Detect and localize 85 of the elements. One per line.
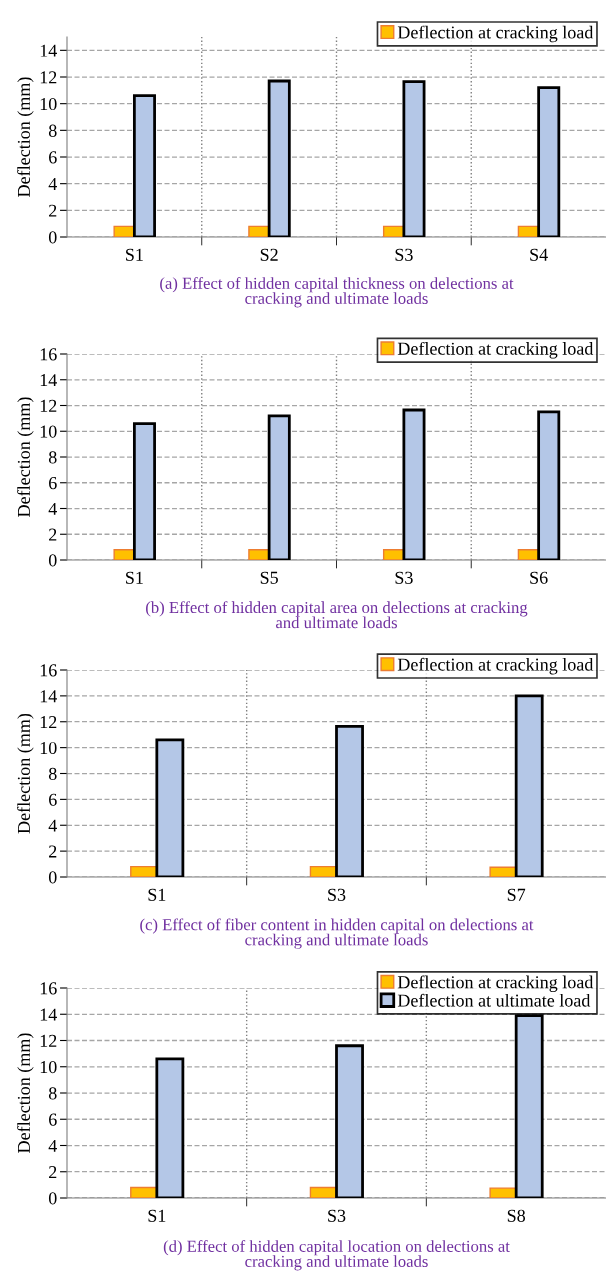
y-tick-label: 8: [48, 767, 57, 780]
y-tick-label: 8: [48, 124, 57, 137]
bar: [155, 738, 185, 877]
y-tick-label: 6: [49, 151, 57, 164]
text: (a) Effect of hidden capital thickness on delections at cracking and ultimate loads: [160, 277, 514, 308]
bar: [335, 724, 364, 877]
y-tick-label: 16: [40, 348, 57, 361]
y-tick-label: 2: [49, 528, 57, 541]
y-tick-label: 14: [40, 690, 57, 703]
legend-label: Deflection at cracking load: [397, 25, 594, 43]
y-tick-label: 12: [40, 1034, 57, 1047]
legend-label: Deflection at cracking load: [397, 975, 594, 993]
y-tick-label: 10: [40, 425, 57, 438]
x-tick-label: S1: [126, 248, 143, 261]
x-tick-label: S1: [148, 1209, 166, 1222]
y-axis-title: Deflection (mm): [17, 713, 34, 834]
y-tick-label: 16: [40, 664, 57, 677]
y-axis-title: Deflection (mm): [17, 1033, 34, 1153]
y-tick-label: 8: [48, 451, 57, 464]
y-tick-label: 10: [40, 1061, 57, 1074]
legend-label: Deflection at cracking load: [397, 657, 594, 675]
bar: [248, 225, 270, 237]
bar: [489, 866, 517, 877]
x-tick-label: S3: [328, 1209, 346, 1222]
y-tick-label: 12: [40, 716, 57, 729]
bar: [402, 408, 426, 560]
x-tick-label: S7: [507, 888, 526, 901]
y-tick-label: 0: [48, 1192, 57, 1205]
x-tick-label: S8: [507, 1209, 526, 1222]
x-tick-label: S1: [126, 571, 143, 584]
y-tick-label: 4: [48, 1139, 57, 1152]
y-tick-label: 14: [40, 44, 57, 57]
x-tick-label: S1: [148, 888, 166, 901]
bar: [132, 422, 156, 560]
y-tick-label: 12: [40, 399, 57, 412]
y-axis-title: Deflection (mm): [17, 397, 34, 517]
y-tick-label: 16: [40, 982, 57, 995]
legend-label: Deflection at ultimate load: [397, 993, 591, 1007]
y-tick-label: 6: [49, 793, 57, 806]
x-tick-label: S2: [260, 248, 278, 261]
y-tick-label: 6: [49, 477, 57, 490]
y-tick-label: 0: [48, 554, 57, 567]
bar: [537, 410, 561, 560]
bar: [248, 549, 270, 560]
bar: [132, 94, 156, 237]
y-tick-label: 2: [49, 845, 57, 858]
x-tick-label: S3: [328, 888, 346, 901]
x-tick-label: S3: [395, 571, 413, 584]
bar: [489, 1187, 517, 1198]
bar: [537, 86, 561, 237]
y-tick-label: 14: [40, 1008, 57, 1021]
bar: [309, 865, 338, 877]
bar: [155, 1057, 185, 1198]
y-tick-label: 10: [40, 741, 57, 755]
y-tick-label: 8: [48, 1087, 57, 1100]
x-tick-label: S4: [530, 248, 548, 261]
y-tick-label: 4: [48, 819, 57, 832]
y-tick-label: 2: [49, 1166, 57, 1179]
y-tick-label: 0: [48, 871, 57, 884]
bar: [113, 549, 136, 560]
y-tick-label: 4: [48, 502, 57, 515]
x-tick-label: S5: [260, 571, 278, 584]
y-tick-label: 14: [40, 374, 57, 387]
bar: [402, 80, 426, 237]
bar: [309, 1186, 338, 1198]
x-tick-label: S3: [395, 248, 413, 261]
y-tick-label: 10: [40, 97, 57, 111]
bar: [267, 414, 291, 560]
y-tick-label: 6: [49, 1113, 57, 1126]
y-tick-label: 0: [48, 231, 57, 244]
y-tick-label: 4: [48, 178, 57, 190]
bar: [130, 865, 158, 877]
y-tick-label: 12: [40, 71, 57, 84]
bar: [335, 1044, 364, 1198]
bar: [267, 79, 291, 237]
legend-label: Deflection at cracking load: [397, 341, 594, 359]
bar: [130, 1186, 158, 1198]
x-tick-label: S6: [530, 571, 548, 584]
text: (d) Effect of hidden capital location on delections at cracking and ultimate loads: [163, 1240, 510, 1271]
bar: [514, 694, 544, 877]
y-tick-label: 2: [49, 204, 57, 217]
bar: [113, 225, 136, 237]
y-axis-title: Deflection (mm): [17, 77, 34, 197]
text: (c) Effect of fiber content in hidden capital on delections at cracking and ultimate loads: [140, 918, 534, 949]
text: (b) Effect of hidden capital area on delections at cracking and ultimate loads: [146, 601, 528, 629]
